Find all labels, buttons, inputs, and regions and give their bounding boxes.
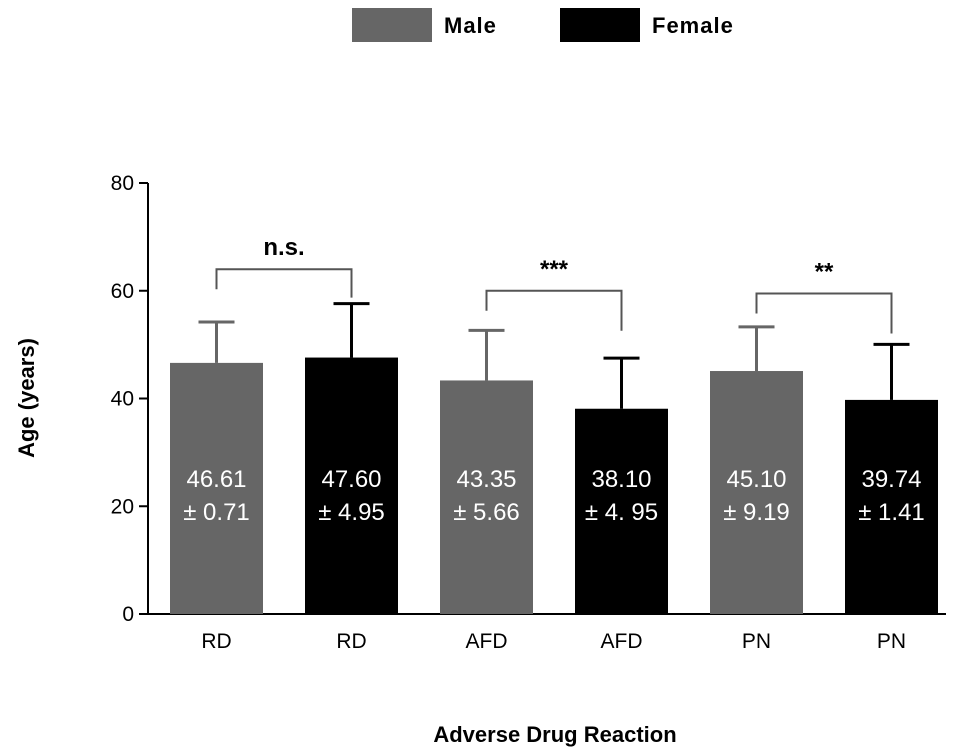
legend-label-male: Male — [444, 13, 497, 38]
x-axis: RD RD AFD AFD PN PN — [148, 613, 946, 653]
bar-rd-male — [170, 362, 263, 614]
legend-swatch-female — [560, 8, 640, 42]
x-axis-title: Adverse Drug Reaction — [433, 722, 676, 747]
y-tick-label: 80 — [111, 172, 134, 195]
significance-label: n.s. — [263, 234, 304, 261]
bars: 46.61 ± 0.71 47.60 ± 4.95 43.35 ± 5.66 38.10 ± … — [170, 302, 938, 614]
y-tick-label: 60 — [111, 280, 134, 303]
bar-error-label: ± 9.19 — [723, 499, 790, 526]
bar-error-label: ± 5.66 — [453, 499, 520, 526]
x-tick-label: AFD — [601, 630, 643, 653]
y-axis-title: Age (years) — [14, 338, 39, 458]
bar-error-label: ± 4.95 — [318, 499, 385, 526]
bar-error-label: ± 0.71 — [183, 499, 250, 526]
bar-rd-female — [305, 357, 398, 614]
legend: Male Female — [352, 8, 734, 42]
bar-error-label: ± 1.41 — [858, 499, 925, 526]
y-tick-label: 0 — [122, 603, 134, 626]
significance-bracket — [485, 289, 623, 331]
bar-value-label: 43.35 — [456, 466, 516, 493]
y-tick-label: 40 — [111, 388, 134, 411]
x-tick-label: PN — [742, 630, 771, 653]
y-axis: 0 20 40 60 80 — [111, 172, 149, 626]
y-tick-label: 20 — [111, 495, 134, 518]
x-tick-label: RD — [201, 630, 231, 653]
bar-value-label: 39.74 — [861, 466, 921, 493]
x-tick-label: PN — [877, 630, 906, 653]
bar-value-label: 47.60 — [321, 466, 381, 493]
bar-pn-male — [710, 371, 803, 614]
bar-value-label: 46.61 — [186, 466, 246, 493]
legend-swatch-male — [352, 8, 432, 42]
significance-label: *** — [540, 256, 569, 283]
bar-afd-female — [575, 408, 668, 614]
significance-bracket — [215, 268, 353, 298]
significance-bracket — [755, 292, 893, 334]
legend-label-female: Female — [652, 13, 734, 38]
bar-error-label: ± 4. 95 — [585, 499, 658, 526]
x-tick-label: RD — [336, 630, 366, 653]
x-tick-label: AFD — [466, 630, 508, 653]
significance-brackets: n.s.*** ** — [215, 234, 893, 334]
bar-value-label: 38.10 — [591, 466, 651, 493]
bar-value-label: 45.10 — [726, 466, 786, 493]
bar-pn-female — [845, 399, 938, 614]
bar-afd-male — [440, 380, 533, 614]
significance-label: ** — [815, 258, 834, 285]
